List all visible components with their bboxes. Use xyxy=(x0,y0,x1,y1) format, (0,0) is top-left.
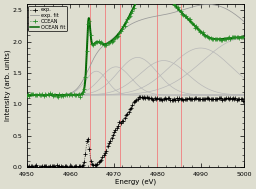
OCEAN fit xyxy=(238,36,241,38)
Legend: exp., exp. fit, OCEAN, OCEAN fit: exp., exp. fit, OCEAN, OCEAN fit xyxy=(28,6,67,31)
OCEAN fit xyxy=(215,38,218,40)
OCEAN xyxy=(170,0,173,1)
exp. xyxy=(54,165,57,168)
exp. fit xyxy=(63,93,66,96)
exp. fit xyxy=(242,21,246,23)
OCEAN fit xyxy=(63,94,66,96)
exp. xyxy=(103,151,106,154)
exp. xyxy=(135,99,138,101)
exp. fit xyxy=(215,4,218,6)
OCEAN fit xyxy=(242,36,246,38)
OCEAN xyxy=(54,94,57,96)
exp. xyxy=(242,99,245,102)
Line: OCEAN: OCEAN xyxy=(25,0,245,98)
exp. xyxy=(55,164,58,167)
OCEAN fit xyxy=(25,94,28,96)
OCEAN fit xyxy=(50,94,53,96)
Line: OCEAN fit: OCEAN fit xyxy=(27,0,244,95)
exp. xyxy=(139,96,142,98)
exp. fit xyxy=(118,32,121,34)
exp. xyxy=(137,96,141,98)
X-axis label: Energy (eV): Energy (eV) xyxy=(115,178,156,185)
OCEAN xyxy=(242,36,245,38)
OCEAN xyxy=(103,43,106,46)
exp. xyxy=(25,165,28,167)
exp. xyxy=(170,98,173,101)
exp. fit xyxy=(238,17,241,19)
OCEAN xyxy=(25,95,28,97)
Line: exp. fit: exp. fit xyxy=(27,4,244,95)
exp. xyxy=(76,167,79,169)
exp. fit xyxy=(109,40,112,42)
OCEAN xyxy=(55,94,58,97)
OCEAN xyxy=(79,95,82,98)
Line: exp.: exp. xyxy=(25,95,245,170)
OCEAN fit xyxy=(118,31,121,34)
exp. fit xyxy=(207,3,210,5)
OCEAN xyxy=(135,0,138,2)
Y-axis label: Intensity (arb. units): Intensity (arb. units) xyxy=(4,50,11,122)
OCEAN fit xyxy=(109,41,112,43)
exp. fit xyxy=(50,94,53,96)
exp. fit xyxy=(25,94,28,96)
